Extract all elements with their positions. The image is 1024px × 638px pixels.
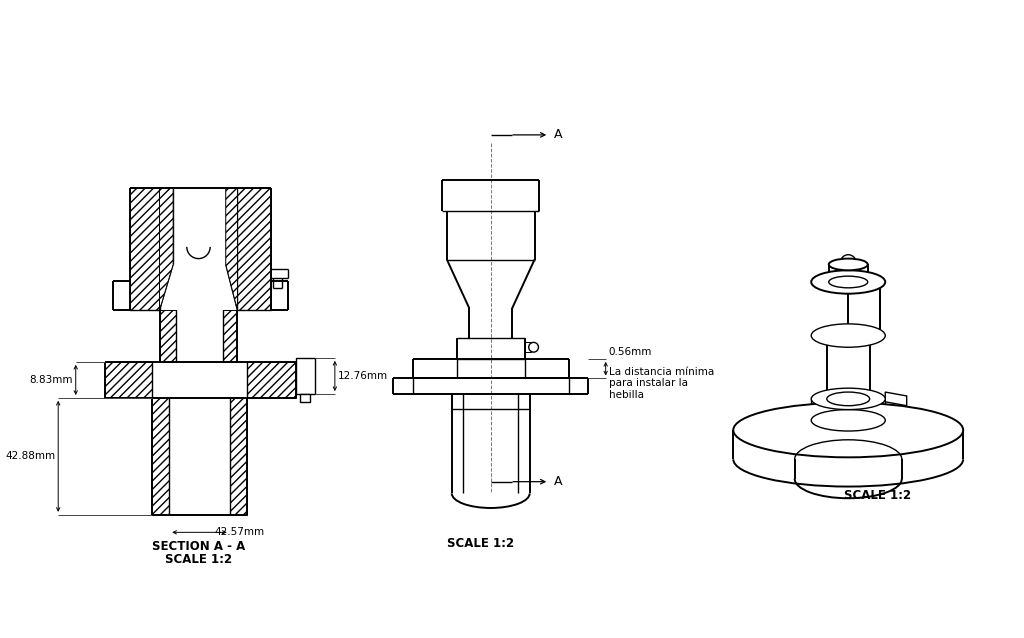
Circle shape (781, 437, 795, 450)
Polygon shape (152, 398, 169, 515)
Bar (300, 394, 309, 402)
Ellipse shape (826, 392, 869, 406)
Polygon shape (225, 188, 238, 310)
Bar (525, 343, 530, 352)
Ellipse shape (811, 388, 886, 410)
Ellipse shape (811, 324, 886, 347)
Circle shape (902, 410, 915, 423)
Ellipse shape (811, 271, 886, 293)
Circle shape (819, 404, 833, 418)
Bar (296, 358, 315, 394)
Ellipse shape (826, 329, 869, 343)
Polygon shape (886, 406, 906, 419)
Polygon shape (130, 188, 160, 310)
Polygon shape (105, 362, 152, 398)
Text: SCALE 1:2: SCALE 1:2 (165, 553, 232, 566)
Text: A: A (554, 475, 562, 488)
Polygon shape (160, 188, 173, 310)
Ellipse shape (733, 403, 964, 457)
Circle shape (759, 418, 772, 432)
Polygon shape (238, 188, 270, 310)
Text: 42.57mm: 42.57mm (214, 528, 264, 537)
Ellipse shape (828, 258, 867, 271)
Text: 42.88mm: 42.88mm (5, 451, 55, 461)
Text: SCALE 1:2: SCALE 1:2 (447, 537, 514, 550)
Circle shape (920, 431, 933, 445)
Text: La distancia mínima: La distancia mínima (608, 367, 714, 376)
Text: para instalar la: para instalar la (608, 378, 687, 389)
Text: SECTION A - A: SECTION A - A (152, 540, 245, 553)
Text: 12.76mm: 12.76mm (338, 371, 388, 381)
Ellipse shape (811, 410, 886, 431)
Circle shape (528, 343, 539, 352)
Circle shape (841, 255, 856, 271)
Polygon shape (223, 310, 238, 362)
Polygon shape (160, 310, 176, 362)
Text: 0.56mm: 0.56mm (608, 347, 652, 357)
Polygon shape (229, 398, 247, 515)
Ellipse shape (828, 276, 867, 288)
Circle shape (863, 442, 878, 456)
Text: A: A (554, 128, 562, 142)
Text: hebilla: hebilla (608, 390, 644, 400)
Polygon shape (247, 362, 296, 398)
Polygon shape (886, 392, 906, 406)
Text: SCALE 1:2: SCALE 1:2 (844, 489, 911, 501)
Text: 8.83mm: 8.83mm (30, 375, 73, 385)
